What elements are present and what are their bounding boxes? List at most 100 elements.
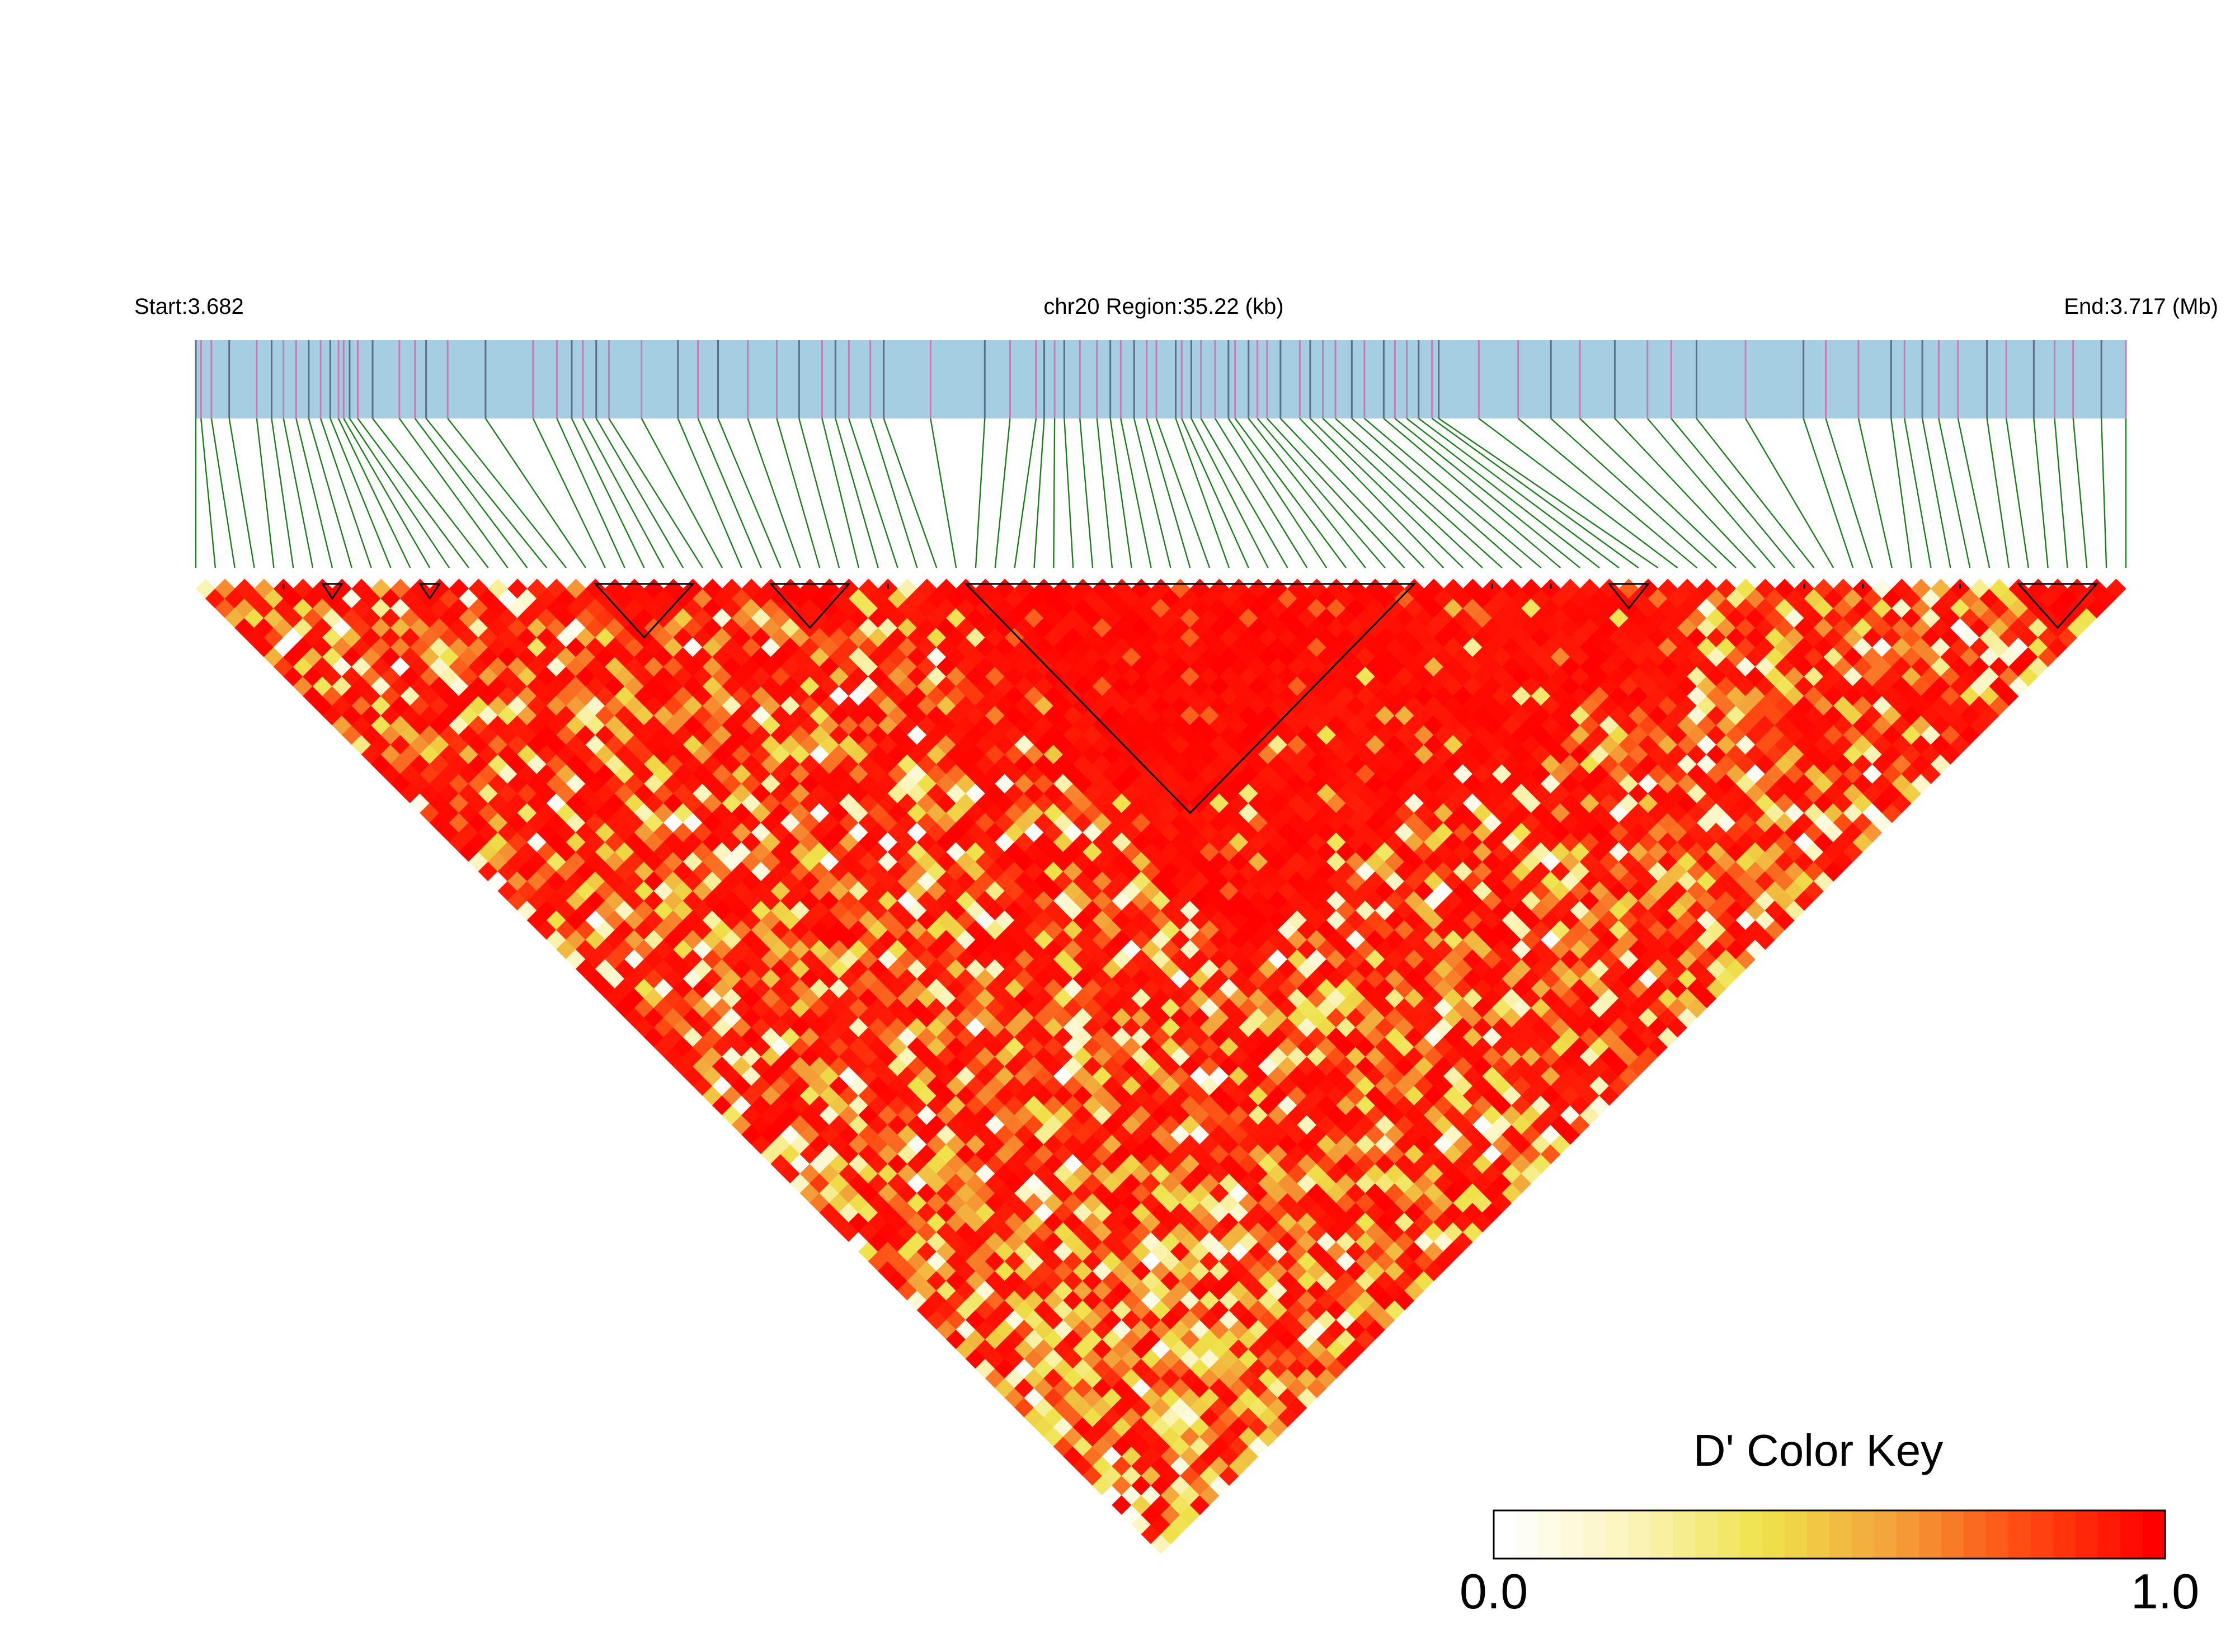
snp-connector [608, 418, 704, 568]
ld-cell [1014, 676, 1035, 696]
ld-cell [273, 598, 294, 619]
ld-cell [1277, 744, 1298, 765]
ld-cell [614, 978, 635, 999]
ld-cell [741, 676, 762, 696]
ld-cell [556, 666, 577, 687]
ld-cell [790, 861, 811, 882]
ld-cell [1083, 1154, 1103, 1174]
snp-connector [330, 418, 392, 568]
ld-cell [1112, 929, 1132, 950]
ld-cell [1121, 1270, 1142, 1291]
ld-cell [1277, 666, 1298, 687]
ld-cell [839, 754, 859, 775]
ld-cell [887, 997, 908, 1018]
ld-cell [468, 773, 489, 794]
ld-cell [1033, 1339, 1054, 1359]
ld-cell [819, 1144, 840, 1165]
ld-cell [1209, 1475, 1230, 1496]
ld-cell [829, 764, 850, 784]
ld-cell [1794, 676, 1815, 696]
ld-cell [1277, 647, 1298, 667]
ld-cell [956, 578, 976, 599]
ld-cell [1150, 929, 1171, 950]
ld-cell [761, 1085, 782, 1106]
ld-cell [985, 978, 1005, 999]
ld-cell [1404, 656, 1425, 677]
ld-cell [1794, 598, 1815, 619]
ld-cell [810, 861, 830, 882]
ld-cell [634, 666, 655, 687]
ld-cell [1072, 1280, 1093, 1301]
ld-cell [1112, 773, 1132, 794]
ld-cell [1150, 851, 1171, 872]
ld-cell [693, 705, 713, 726]
ld-cell [712, 920, 732, 940]
ld-cell [702, 988, 723, 1009]
ld-cell [537, 666, 557, 687]
ld-cell [1063, 978, 1084, 999]
ld-cell [449, 754, 469, 775]
ld-cell [926, 958, 947, 979]
ld-cell [566, 793, 586, 813]
snp-connector [283, 418, 314, 568]
ld-cell [965, 666, 986, 687]
ld-cell [829, 1017, 850, 1038]
snp-connector [1696, 418, 1815, 568]
ld-cell [995, 988, 1015, 1009]
ld-cell [1599, 1066, 1620, 1086]
ld-cell [468, 832, 489, 853]
ld-cell [566, 949, 586, 969]
ld-cell [1112, 1339, 1132, 1359]
ld-cell [790, 647, 811, 667]
ld-cell [1218, 724, 1239, 745]
ld-cell [341, 666, 362, 687]
ld-cell [1862, 744, 1883, 765]
ld-cell [761, 1027, 782, 1047]
snp-connector [1214, 418, 1308, 568]
ld-cell [1755, 578, 1776, 599]
ld-cell [497, 608, 518, 628]
ld-cell [1404, 676, 1425, 696]
ld-cell [810, 978, 830, 999]
ld-cell [1218, 861, 1239, 882]
ld-cell [1033, 676, 1054, 696]
ld-cell [1277, 1114, 1298, 1135]
ld-cell [1658, 578, 1678, 599]
ld-cell [1599, 968, 1620, 989]
ld-cell [1297, 1212, 1318, 1233]
ld-cell [1599, 910, 1620, 930]
ld-cell [858, 695, 879, 716]
snp-connector [447, 418, 567, 568]
snp-connector [717, 418, 782, 568]
ld-cell [887, 958, 908, 979]
ld-cell [731, 627, 752, 648]
ld-cell [926, 978, 947, 999]
snp-connector [1322, 418, 1483, 568]
ld-cell [848, 1212, 869, 1233]
ld-cell [1336, 666, 1357, 687]
snp-connector [1146, 418, 1191, 568]
ld-cell [810, 1056, 830, 1077]
ld-cell [1053, 793, 1074, 813]
ld-cell [1083, 1017, 1103, 1038]
ld-cell [761, 988, 782, 1009]
ld-cell [1472, 803, 1493, 823]
ld-cell [1414, 627, 1434, 648]
ld-cell [1472, 1076, 1493, 1096]
ld-cell [1014, 773, 1035, 794]
ld-cell [741, 793, 762, 813]
ld-cell [975, 1144, 996, 1165]
ld-cell [624, 793, 645, 813]
ld-cell [1121, 666, 1142, 687]
ld-cell [371, 578, 392, 599]
ld-cell [1658, 1027, 1678, 1047]
ld-cell [731, 1076, 752, 1096]
ld-cell [1394, 1212, 1415, 1233]
ld-cell [1862, 803, 1883, 823]
ld-cell [1277, 841, 1298, 862]
ld-cell [1112, 910, 1132, 930]
ld-cell [848, 666, 869, 687]
ld-cell [1277, 939, 1298, 960]
ld-cell [1150, 578, 1171, 599]
ld-cell [1112, 851, 1132, 872]
